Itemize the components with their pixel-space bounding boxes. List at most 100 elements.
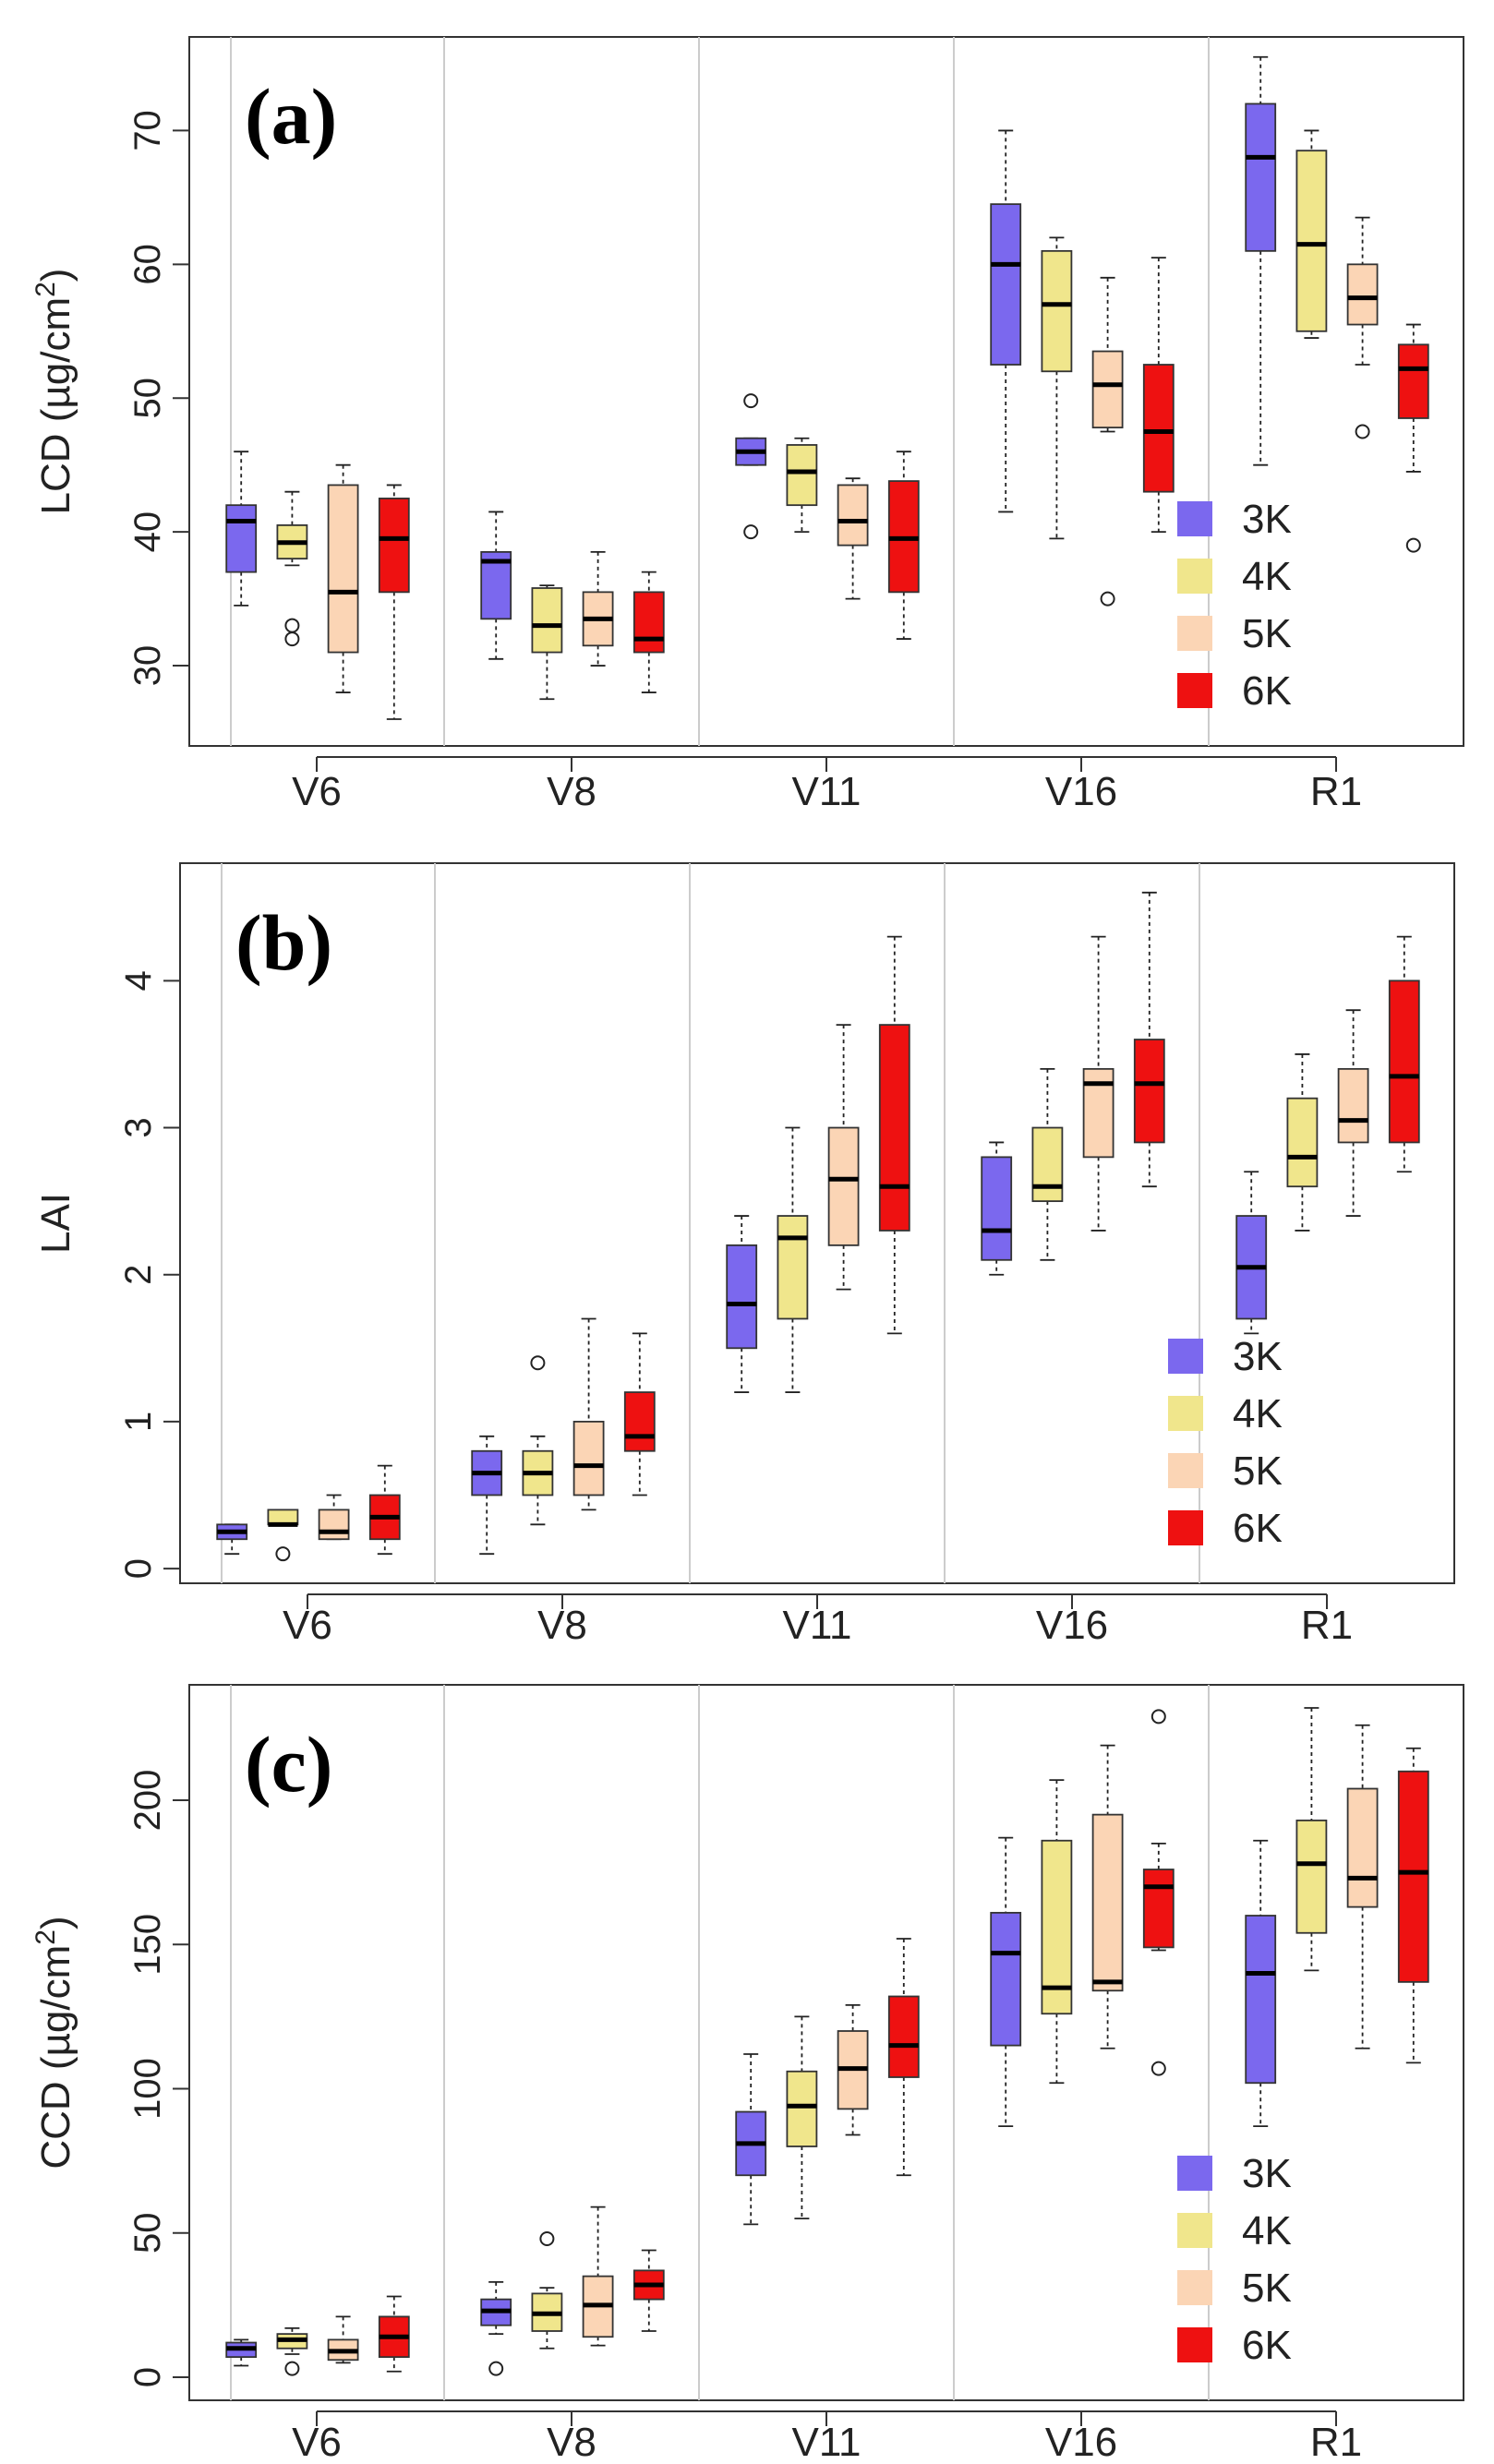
legend-label: 4K: [1233, 1391, 1283, 1436]
outlier-point: [1100, 591, 1115, 607]
chart-panel-3: 0 50 100 150 200 CCD (µg/cm2) V6 V8 V11 V16 R1 (c) 3…: [30, 1684, 1464, 2464]
box-5K: [327, 484, 359, 654]
x-tick-label: V11: [791, 769, 861, 814]
y-tick-label: 4: [118, 970, 159, 991]
x-tick-label: V6: [292, 2420, 342, 2464]
outlier-point: [1151, 1709, 1166, 1725]
box-5K: [837, 484, 869, 547]
legend-label: 4K: [1242, 2208, 1292, 2254]
panel-label: (a): [245, 72, 337, 161]
box-6K: [887, 1995, 920, 2078]
y-tick-label: 200: [127, 1770, 168, 1832]
x-tick-label: V16: [1045, 2420, 1117, 2464]
y-tick-label: 40: [127, 511, 168, 553]
box-6K: [1142, 1869, 1175, 1949]
outlier-point: [743, 393, 759, 409]
box-5K: [1091, 1813, 1124, 1992]
box-6K: [378, 498, 410, 594]
legend-label: 6K: [1242, 668, 1292, 714]
x-tick-label: V8: [547, 2420, 596, 2464]
legend-swatch: [1177, 2213, 1212, 2248]
x-tick-label: R1: [1310, 2420, 1362, 2464]
legend-swatch: [1168, 1396, 1203, 1431]
legend-label: 4K: [1242, 554, 1292, 599]
outlier-point: [539, 2231, 555, 2246]
box-6K: [1397, 343, 1429, 419]
outlier-point: [743, 524, 759, 540]
legend-swatch: [1177, 673, 1212, 708]
box-4K: [1286, 1097, 1319, 1188]
box-3K: [225, 504, 258, 573]
legend-label: 3K: [1233, 1334, 1283, 1379]
box-6K: [633, 591, 665, 654]
x-tick-label: R1: [1310, 769, 1362, 814]
plot-frame: [188, 36, 1464, 747]
box-3K: [981, 1156, 1013, 1261]
box-6K: [1142, 364, 1175, 493]
box-5K: [1091, 350, 1124, 429]
box-3K: [1245, 1915, 1277, 2085]
legend-label: 5K: [1242, 2266, 1292, 2311]
y-tick-label: 0: [118, 1558, 159, 1579]
outlier-point: [284, 2361, 300, 2376]
panel-label: (b): [235, 898, 332, 987]
y-tick-label: 0: [127, 2367, 168, 2387]
legend-swatch: [1168, 1510, 1203, 1545]
box-4K: [786, 2070, 818, 2147]
box-4K: [1041, 249, 1073, 373]
plot-frame: [188, 1684, 1464, 2401]
x-tick-label: V6: [292, 769, 342, 814]
box-4K: [777, 1215, 809, 1320]
y-tick-label: 3: [118, 1117, 159, 1137]
box-5K: [827, 1126, 860, 1246]
legend-label: 6K: [1233, 1506, 1283, 1551]
legend-label: 3K: [1242, 2151, 1292, 2196]
y-tick-label: 70: [127, 110, 168, 151]
outlier-point: [284, 631, 300, 647]
legend-swatch: [1177, 616, 1212, 651]
y-axis-label: LAI: [33, 1193, 78, 1254]
box-6K: [1133, 1039, 1165, 1144]
legend-swatch: [1177, 2156, 1212, 2191]
y-tick-label: 60: [127, 244, 168, 285]
box-3K: [990, 1911, 1022, 2047]
outlier-point: [284, 618, 300, 633]
x-tick-label: R1: [1301, 1603, 1353, 1648]
y-tick-label: 100: [127, 2058, 168, 2120]
outlier-point: [488, 2361, 504, 2376]
legend-swatch: [1177, 2327, 1212, 2362]
box-4K: [1295, 1819, 1328, 1934]
plot-frame: [179, 862, 1455, 1584]
box-4K: [531, 587, 563, 654]
legend-swatch: [1177, 559, 1212, 594]
outlier-point: [1151, 2061, 1166, 2076]
box-5K: [1346, 1787, 1379, 1908]
x-tick-label: V11: [791, 2420, 861, 2464]
x-tick-label: V8: [537, 1603, 587, 1648]
box-3K: [1245, 102, 1277, 252]
legend-label: 5K: [1242, 611, 1292, 656]
box-4K: [1031, 1126, 1064, 1203]
box-3K: [990, 203, 1022, 366]
y-axis-label: LCD (µg/cm2): [30, 269, 78, 515]
outlier-point: [530, 1355, 546, 1371]
box-5K: [1337, 1067, 1369, 1144]
box-6K: [878, 1024, 910, 1232]
box-5K: [572, 1420, 605, 1496]
legend-label: 3K: [1242, 497, 1292, 542]
box-5K: [1346, 263, 1379, 326]
x-tick-label: V6: [283, 1603, 332, 1648]
box-4K: [786, 444, 818, 507]
box-6K: [1397, 1770, 1429, 1983]
x-tick-label: V11: [782, 1603, 851, 1648]
outlier-point: [1355, 424, 1370, 439]
box-4K: [1295, 150, 1328, 332]
outlier-point: [275, 1546, 291, 1562]
y-tick-label: 150: [127, 1914, 168, 1976]
x-tick-label: V8: [547, 769, 596, 814]
y-tick-label: 1: [118, 1412, 159, 1432]
x-tick-label: V16: [1045, 769, 1117, 814]
legend-swatch: [1177, 501, 1212, 536]
x-tick-label: V16: [1036, 1603, 1108, 1648]
